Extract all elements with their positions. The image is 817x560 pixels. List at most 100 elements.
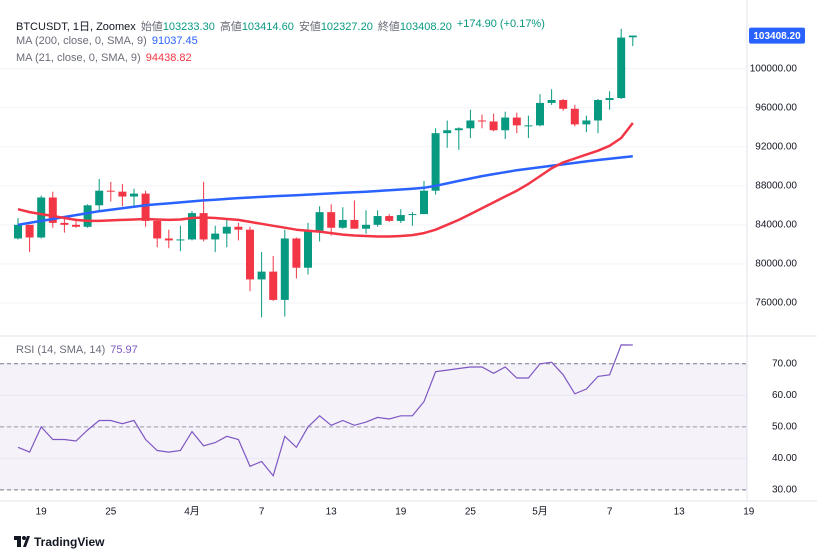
y-tick-label: 88000.00 [755,180,797,191]
candle-body [60,222,69,225]
x-tick-label: 13 [674,507,686,518]
quote-value: 103408.20 [399,21,452,33]
quote-name: 終値 [377,21,400,33]
candle-body [25,224,34,238]
price-tag [749,27,805,44]
candle-body [547,100,556,103]
y-tick-label: 92000.00 [755,141,797,152]
candle-body [559,100,568,109]
ma-line [17,122,634,238]
candle-body [280,238,289,300]
candle-body [292,238,301,268]
candle-body [83,205,92,227]
legend-value: 94438.82 [145,52,192,64]
legend-name: MA (21, close, 0, SMA, 9) [16,52,141,64]
logo [14,536,30,547]
legend-row: MA (200, close, 0, SMA, 9) 91037.45 [16,35,198,47]
y-tick-label: 76000.00 [755,297,797,308]
candle-body [362,224,370,229]
candle-body [106,190,115,192]
quote: 始値103233.30 [141,18,215,34]
y-tick-label: 80000.00 [755,258,797,269]
legend-row: MA (21, close, 0, SMA, 9) 94438.82 [16,52,192,64]
x-tick-label: 19 [36,507,48,518]
x-tick-label: 13 [326,507,338,518]
legend-row: RSI (14, SMA, 14) 75.97 [16,344,138,356]
candle-body [431,133,440,191]
candle-body [396,215,405,221]
rsi-line [17,344,633,477]
candle-body [443,130,452,134]
y-tick-label: 30.00 [772,485,797,496]
candle-body [130,193,138,197]
x-tick-label: 19 [395,507,407,518]
price-tag-label: 103408.20 [753,31,801,42]
candle-body [48,197,57,223]
footer: TradingView [14,535,104,549]
candle-body [14,224,22,239]
x-tick-label: 19 [743,507,755,518]
candle-body [385,216,394,221]
y-tick-label: 84000.00 [755,219,797,230]
candle-body [327,212,336,228]
candle-body [269,271,278,300]
y-tick-label: 40.00 [772,453,797,464]
x-tick-label: 25 [465,507,477,518]
y-tick-label: 50.00 [772,421,797,432]
candle-body [222,226,231,234]
candle-body [246,229,254,280]
candle-body [304,230,312,268]
legend-name: MA (200, close, 0, SMA, 9) [16,35,147,47]
candle-body [164,238,173,241]
candle-body [338,219,347,228]
candle-body [118,191,127,197]
ma-line [17,154,633,227]
quote: 終値103408.20 [378,18,452,34]
candle-body [37,197,46,238]
quote-value: 103233.30 [162,21,215,33]
candle-body [524,125,533,127]
y-tick-label: 100000.00 [750,63,798,74]
candle-body [536,102,544,126]
candle-body [199,213,208,240]
candle-body [420,190,428,215]
footer-text: TradingView [34,535,105,549]
candle-body [512,117,521,126]
quote-name: 始値 [140,21,163,33]
symbol-title: BTCUSDT, 1日, Zoomex [16,21,136,33]
candle-body [176,239,185,241]
candle-body [153,220,162,239]
candle-body [257,271,266,280]
candle-body [478,120,486,122]
quote: 安値102327.20 [299,18,373,34]
x-tick-label: 4月 [184,506,200,518]
candle-body [570,108,579,125]
quote-value: 103414.60 [241,21,294,33]
x-tick-label: 7 [607,507,613,518]
change: +174.90 (+0.17%) [456,18,545,30]
legend-value: 75.97 [110,344,138,356]
quote-value: 102327.20 [320,21,373,33]
x-tick-label: 7 [259,507,265,518]
candle-body [617,37,626,99]
candle-body [466,120,475,129]
candle-body [605,98,614,101]
x-tick-label: 25 [105,507,117,518]
legend-value: 91037.45 [151,35,198,47]
candle-body [211,233,220,240]
candle-body [373,216,382,225]
candle-body [454,128,463,131]
x-tick-label: 5月 [532,506,548,518]
quote: 高値103414.60 [220,18,294,34]
quote-name: 高値 [219,21,242,33]
y-tick-label: 96000.00 [755,102,797,113]
candle-body [95,190,104,206]
candle-body [489,121,498,131]
candle-body [582,120,591,125]
candle-body [594,100,602,121]
candle-body [628,35,637,38]
y-tick-label: 60.00 [772,390,797,401]
candle-body [141,193,150,221]
quote-name: 安値 [298,21,321,33]
